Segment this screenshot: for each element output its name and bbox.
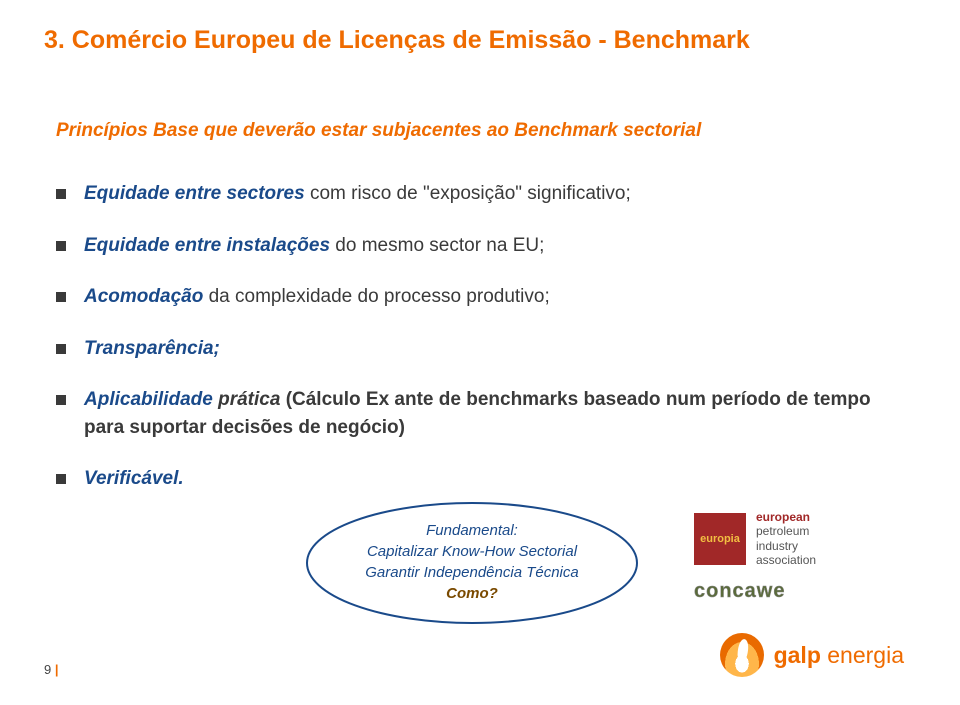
europia-line: petroleum	[756, 524, 816, 538]
europia-logo: europia european petroleum industry asso…	[694, 510, 904, 568]
bullet-item-6: Verificável.	[56, 465, 906, 493]
bullet-mid: prática	[218, 389, 286, 410]
bullet-item-5: Aplicabilidade prática (Cálculo Ex ante …	[56, 386, 906, 441]
brand-bold: galp	[774, 642, 821, 668]
bullet-rest: com risco de "exposição" significativo;	[305, 183, 631, 204]
europia-icon: europia	[694, 513, 746, 565]
europia-line: industry	[756, 539, 816, 553]
bullet-marker	[56, 474, 66, 484]
europia-line: association	[756, 553, 816, 567]
bullet-item-4: Transparência;	[56, 335, 906, 363]
page-num-value: 9	[44, 662, 51, 677]
bullet-lead: Acomodação	[84, 286, 203, 307]
bullet-marker	[56, 395, 66, 405]
europia-line: european	[756, 510, 816, 524]
bullet-item-3: Acomodação da complexidade do processo p…	[56, 283, 906, 311]
ellipse-line1: Fundamental:	[302, 520, 642, 541]
bullet-list: Equidade entre sectores com risco de "ex…	[56, 180, 906, 517]
flame-icon	[720, 633, 764, 677]
bullet-item-2: Equidade entre instalações do mesmo sect…	[56, 232, 906, 260]
bullet-lead: Transparência;	[84, 338, 220, 359]
bullet-marker	[56, 292, 66, 302]
bullet-rest: da complexidade do processo produtivo;	[203, 286, 549, 307]
bullet-lead: Equidade entre sectores	[84, 183, 305, 204]
page-number: 9 |	[44, 662, 59, 677]
concawe-logo: concawe	[694, 580, 904, 603]
bullet-marker	[56, 344, 66, 354]
bullet-lead: Verificável.	[84, 468, 184, 489]
bullet-marker	[56, 241, 66, 251]
callout-ellipse: Fundamental: Capitalizar Know-How Sector…	[302, 498, 642, 628]
slide-title: 3. Comércio Europeu de Licenças de Emiss…	[44, 26, 750, 55]
page-num-bar: |	[55, 662, 59, 677]
ellipse-line4: Como?	[302, 583, 642, 604]
slide-subtitle: Princípios Base que deverão estar subjac…	[56, 120, 701, 142]
ellipse-line3: Garantir Independência Técnica	[302, 562, 642, 583]
ellipse-line2: Capitalizar Know-How Sectorial	[302, 541, 642, 562]
bullet-item-1: Equidade entre sectores com risco de "ex…	[56, 180, 906, 208]
bullet-rest: do mesmo sector na EU;	[330, 235, 544, 256]
bullet-marker	[56, 189, 66, 199]
brand-light: energia	[827, 642, 904, 668]
partner-logos: europia european petroleum industry asso…	[694, 510, 904, 603]
bullet-lead: Equidade entre instalações	[84, 235, 330, 256]
galp-logo: galp energia	[720, 633, 904, 677]
bullet-lead: Aplicabilidade	[84, 389, 218, 410]
